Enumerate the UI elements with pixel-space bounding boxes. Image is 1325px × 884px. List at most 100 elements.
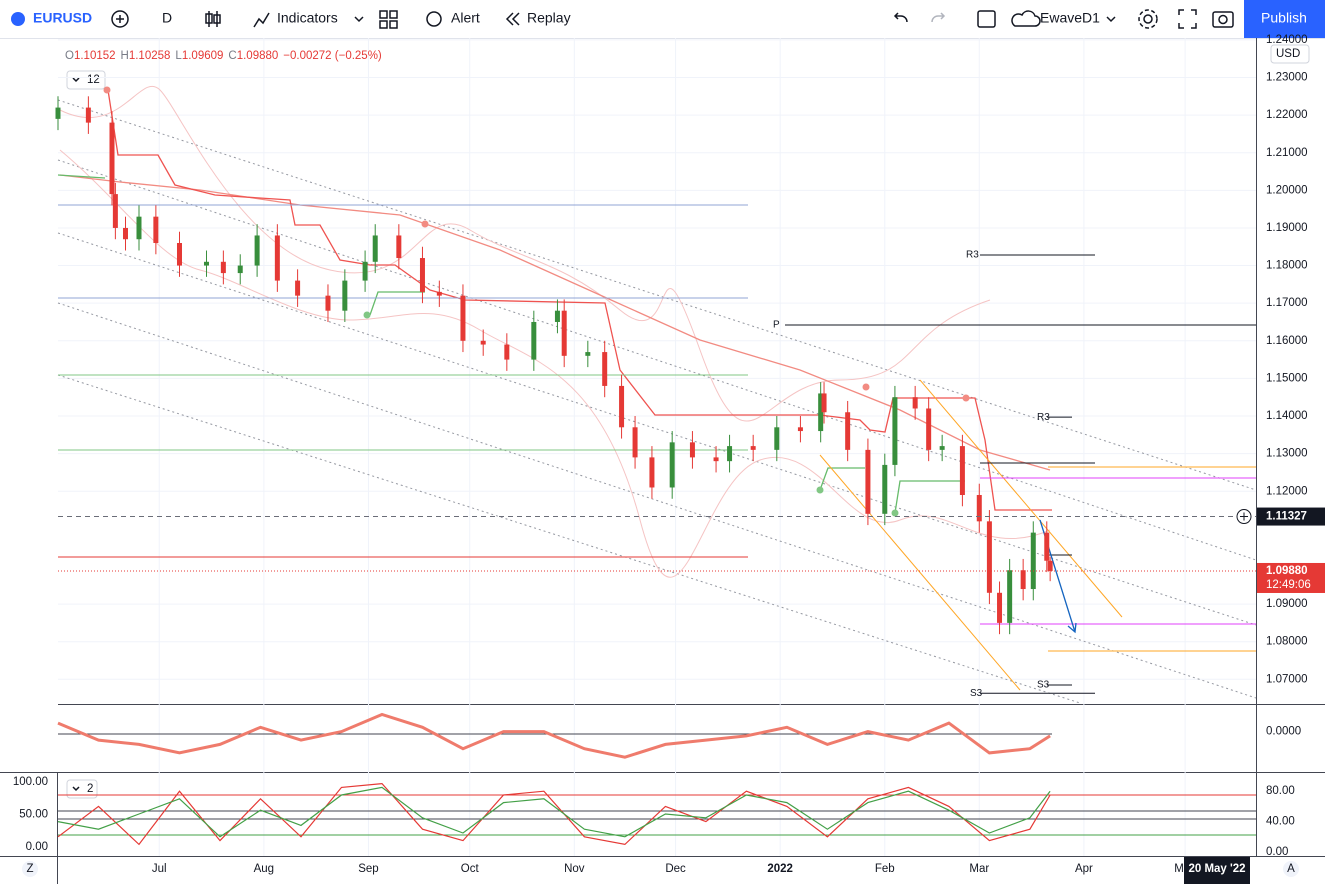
plus-icon: [116, 15, 124, 23]
ohlc-value: 1.09880: [237, 50, 279, 62]
ohlc-key: C: [228, 50, 236, 62]
symbol[interactable]: EURUSD: [33, 10, 92, 26]
candle-body: [602, 352, 608, 386]
replay-button[interactable]: Replay: [527, 10, 571, 26]
y-tick-label: 1.14000: [1266, 410, 1308, 422]
date-box: [1184, 857, 1250, 884]
chart-type-button[interactable]: [205, 11, 221, 27]
auto-scale-label[interactable]: A: [1287, 863, 1295, 875]
zoom-button[interactable]: [22, 861, 38, 877]
candle-body: [561, 310, 567, 356]
marker: [816, 486, 824, 494]
indicators-button[interactable]: Indicators: [277, 10, 338, 26]
publish-label[interactable]: Publish: [1261, 10, 1307, 26]
alert-button[interactable]: Alert: [451, 10, 480, 26]
candle-body: [797, 427, 803, 432]
pivot-label: S3: [970, 688, 983, 699]
step: [894, 480, 965, 514]
y-tick-label: 1.20000: [1266, 184, 1308, 196]
candle-body: [136, 216, 142, 240]
marker: [363, 311, 371, 319]
support-steps: [57, 174, 965, 514]
x-tick-label: 2022: [767, 863, 793, 875]
replay-icon[interactable]: [505, 12, 520, 26]
fullscreen-toggle[interactable]: [977, 10, 996, 28]
candle-body: [554, 310, 560, 322]
marker: [891, 509, 899, 517]
auto-scale-button[interactable]: [1283, 861, 1299, 877]
left-tick-label: 0.00: [26, 841, 48, 853]
left-tick-label: 50.00: [19, 809, 48, 821]
x-tick-label: Nov: [564, 863, 585, 875]
y-tick-label: 0.00: [1266, 846, 1288, 858]
publish-button[interactable]: [1244, 0, 1325, 38]
candle-body: [342, 280, 348, 311]
step: [819, 467, 865, 491]
y-tick-label: 1.19000: [1266, 222, 1308, 234]
indicators-icon[interactable]: [253, 12, 270, 28]
x-tick-label: Aug: [254, 863, 274, 875]
x-tick-label: Oct: [461, 863, 480, 875]
series-line: [57, 786, 1051, 838]
input-value[interactable]: 12: [87, 74, 100, 86]
trend-line: [919, 379, 1123, 618]
redo-button[interactable]: [931, 12, 946, 23]
symbol-logo[interactable]: [11, 12, 25, 26]
chevron[interactable]: [1106, 16, 1116, 23]
pivot-label: P: [773, 320, 780, 331]
zoom-label[interactable]: Z: [26, 863, 33, 875]
snapshot-button[interactable]: [1212, 11, 1234, 28]
layout-name[interactable]: EwaveD1: [1040, 10, 1100, 26]
y-tick-label: 1.17000: [1266, 297, 1308, 309]
candle-body: [109, 122, 115, 195]
chevron[interactable]: [354, 16, 364, 23]
chevron[interactable]: [72, 786, 80, 792]
candle-body: [531, 321, 537, 360]
templates-button[interactable]: [379, 10, 398, 29]
y-tick-label: 1.07000: [1266, 673, 1308, 685]
cloud-icon[interactable]: [1011, 10, 1041, 27]
candle-body: [153, 216, 159, 243]
fullscreen-button[interactable]: [1178, 9, 1197, 29]
interval[interactable]: D: [162, 10, 172, 26]
compare-button[interactable]: [111, 10, 129, 28]
candle-body: [480, 340, 486, 345]
candle-body: [1047, 560, 1053, 571]
x-tick-label: Mar: [969, 863, 989, 875]
candle-body: [632, 427, 638, 458]
candle-body: [926, 408, 932, 450]
y-tick-label: 40.00: [1266, 816, 1295, 828]
candle-body: [649, 457, 655, 488]
crosshair-price: 1.11327: [1266, 511, 1307, 523]
markers: [103, 86, 970, 517]
candle-body: [396, 235, 402, 259]
change: −0.00272 (−0.25%): [283, 50, 382, 62]
y-tick-label: 1.09000: [1266, 598, 1308, 610]
undo-button[interactable]: [893, 12, 908, 23]
input-box[interactable]: [66, 779, 98, 799]
settings-button[interactable]: [1143, 14, 1153, 24]
y-tick-label: 80.00: [1266, 785, 1295, 797]
input-box[interactable]: [66, 70, 106, 90]
y-tick-label: 1.15000: [1266, 372, 1308, 384]
alert-icon[interactable]: [426, 11, 442, 27]
currency-box[interactable]: [1270, 44, 1310, 64]
grid: [58, 38, 1256, 856]
y-tick-label: 1.12000: [1266, 485, 1308, 497]
pivot-label: R3: [966, 250, 979, 261]
y-tick-label: 1.24000: [1266, 34, 1308, 46]
input-value[interactable]: 2: [87, 783, 93, 795]
marker: [103, 86, 111, 94]
ohlc-key: L: [175, 50, 182, 62]
candle-body: [254, 235, 260, 266]
chevron[interactable]: [72, 77, 80, 83]
candle-body: [436, 291, 442, 296]
y-tick-label: 1.21000: [1266, 147, 1308, 159]
currency[interactable]: USD: [1276, 48, 1300, 60]
candle-body: [727, 446, 733, 462]
frame: USD 12 2 Z A: [0, 38, 1325, 884]
moving-average: [59, 174, 1051, 471]
candle-body: [774, 427, 780, 450]
candle-body: [689, 442, 695, 458]
